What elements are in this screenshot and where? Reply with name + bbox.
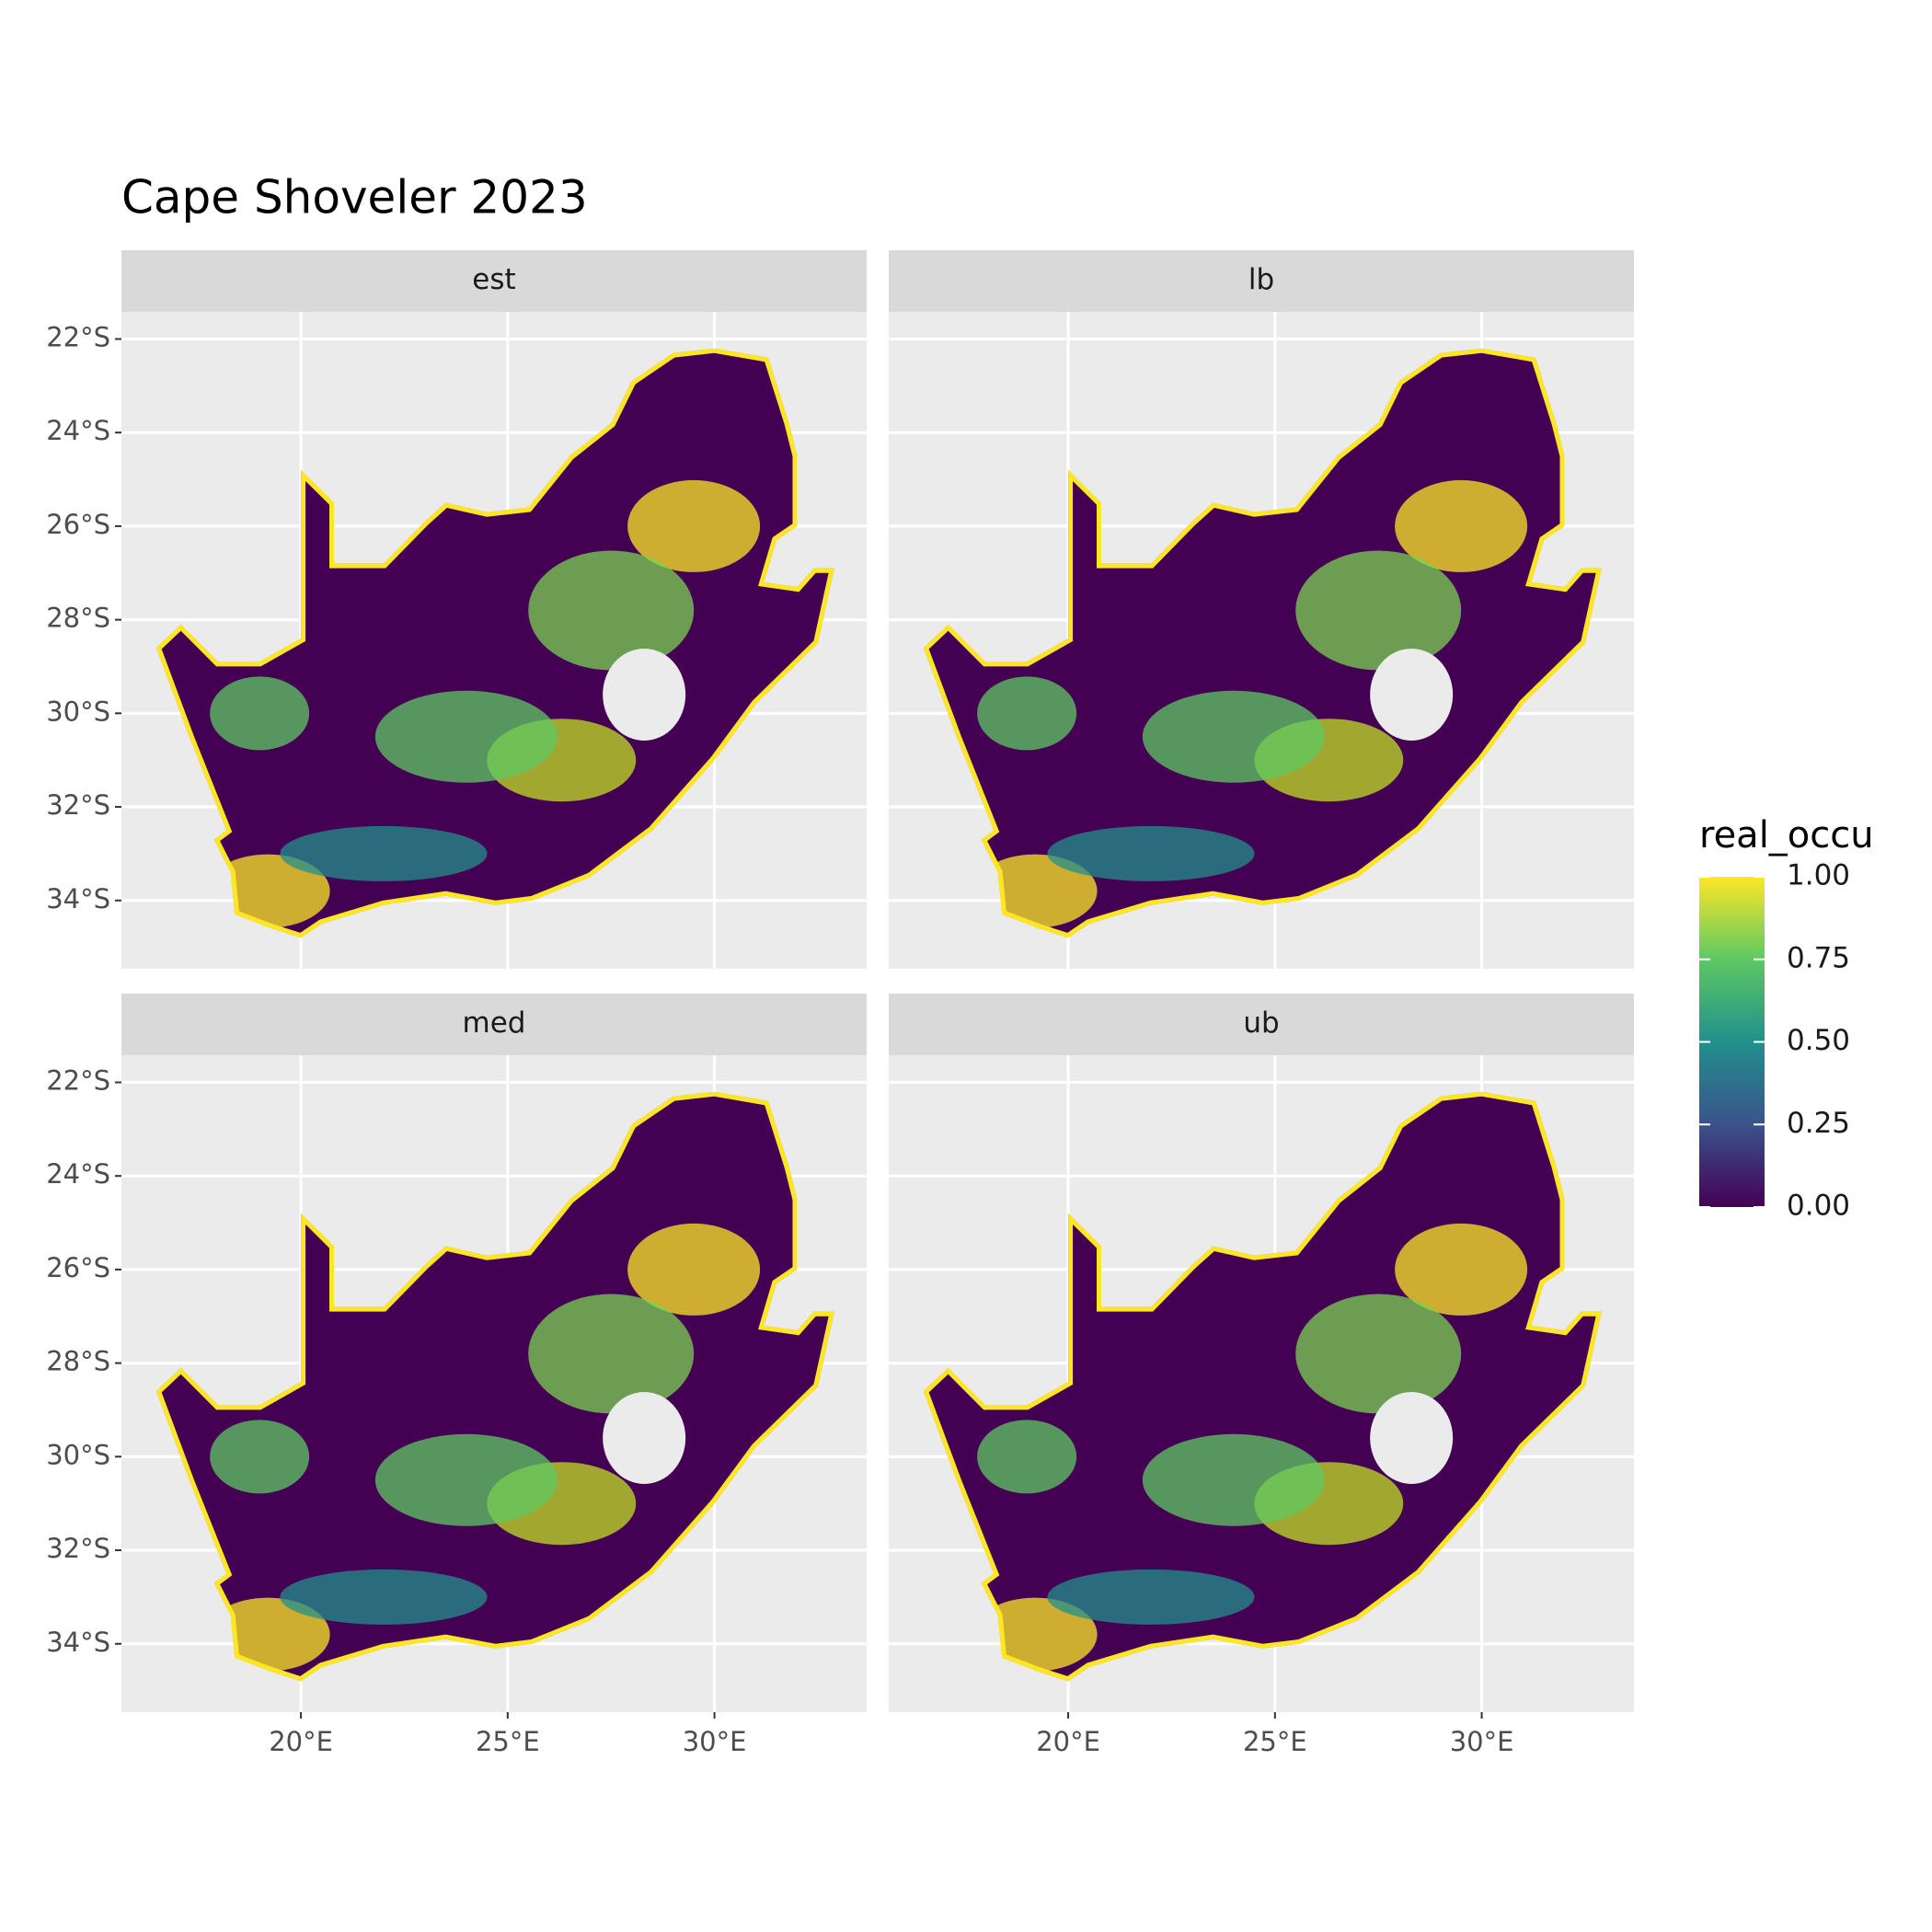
occupancy-area xyxy=(374,1433,558,1526)
y-tick-label: 24°S xyxy=(46,1158,110,1190)
occupancy-area xyxy=(977,1420,1077,1494)
map xyxy=(923,348,1602,938)
occupancy-area xyxy=(977,676,1077,751)
occupancy-area xyxy=(210,1420,310,1494)
occupancy-area xyxy=(528,1294,695,1414)
x-tick-label: 30°E xyxy=(683,1726,747,1757)
map xyxy=(155,1091,834,1682)
y-tick-label: 34°S xyxy=(46,883,110,914)
occupancy-area xyxy=(1295,1294,1462,1414)
strip xyxy=(889,994,1634,1055)
lesotho xyxy=(1370,1391,1454,1484)
occupancy-area xyxy=(1295,550,1462,671)
y-tick-label: 28°S xyxy=(46,603,110,634)
occupancy-area xyxy=(1047,825,1255,881)
occupancy-area xyxy=(1395,479,1528,572)
x-tick-label: 25°E xyxy=(1243,1726,1307,1757)
y-tick-label: 34°S xyxy=(46,1627,110,1658)
legend-label: 0.00 xyxy=(1787,1190,1850,1223)
lesotho xyxy=(1370,648,1454,741)
y-tick-label: 30°S xyxy=(46,696,110,727)
chart-title: Cape Shoveler 2023 xyxy=(121,171,588,224)
occupancy-area xyxy=(374,690,558,783)
legend-label: 0.50 xyxy=(1787,1024,1850,1057)
strip xyxy=(889,250,1634,312)
y-tick-label: 32°S xyxy=(46,1533,110,1564)
map xyxy=(923,1091,1602,1682)
strip-label: med xyxy=(463,1006,526,1040)
y-tick-label: 22°S xyxy=(46,321,110,352)
map xyxy=(155,348,834,938)
y-tick-label: 26°S xyxy=(46,1252,110,1283)
y-tick-label: 32°S xyxy=(46,789,110,821)
strip xyxy=(121,250,867,312)
lesotho xyxy=(603,648,686,741)
y-tick-label: 24°S xyxy=(46,415,110,446)
y-tick-label: 28°S xyxy=(46,1346,110,1377)
x-tick-label: 30°E xyxy=(1450,1726,1514,1757)
strip-label: ub xyxy=(1243,1006,1279,1040)
occupancy-area xyxy=(528,550,695,671)
occupancy-area xyxy=(1395,1223,1528,1316)
occupancy-area xyxy=(1047,1569,1255,1625)
occupancy-area xyxy=(627,1223,761,1316)
y-tick-label: 22°S xyxy=(46,1064,110,1096)
strip-label: est xyxy=(472,263,515,296)
legend-label: 0.75 xyxy=(1787,941,1850,974)
legend-title: real_occu xyxy=(1699,814,1874,857)
occupancy-area xyxy=(280,1569,488,1625)
x-tick-label: 20°E xyxy=(269,1726,333,1757)
y-tick-label: 30°S xyxy=(46,1439,110,1470)
strip-label: lb xyxy=(1248,263,1274,296)
occupancy-area xyxy=(210,676,310,751)
occupancy-area xyxy=(627,479,761,572)
lesotho xyxy=(603,1391,686,1484)
coast xyxy=(923,348,1602,938)
legend-label: 0.25 xyxy=(1787,1107,1850,1140)
occupancy-area xyxy=(1142,690,1325,783)
occupancy-area xyxy=(1142,1433,1325,1526)
x-tick-label: 20°E xyxy=(1036,1726,1100,1757)
legend-label: 1.00 xyxy=(1787,859,1850,892)
x-tick-label: 25°E xyxy=(476,1726,540,1757)
coast xyxy=(155,348,834,938)
strip xyxy=(121,994,867,1055)
y-tick-label: 26°S xyxy=(46,509,110,540)
occupancy-area xyxy=(280,825,488,881)
